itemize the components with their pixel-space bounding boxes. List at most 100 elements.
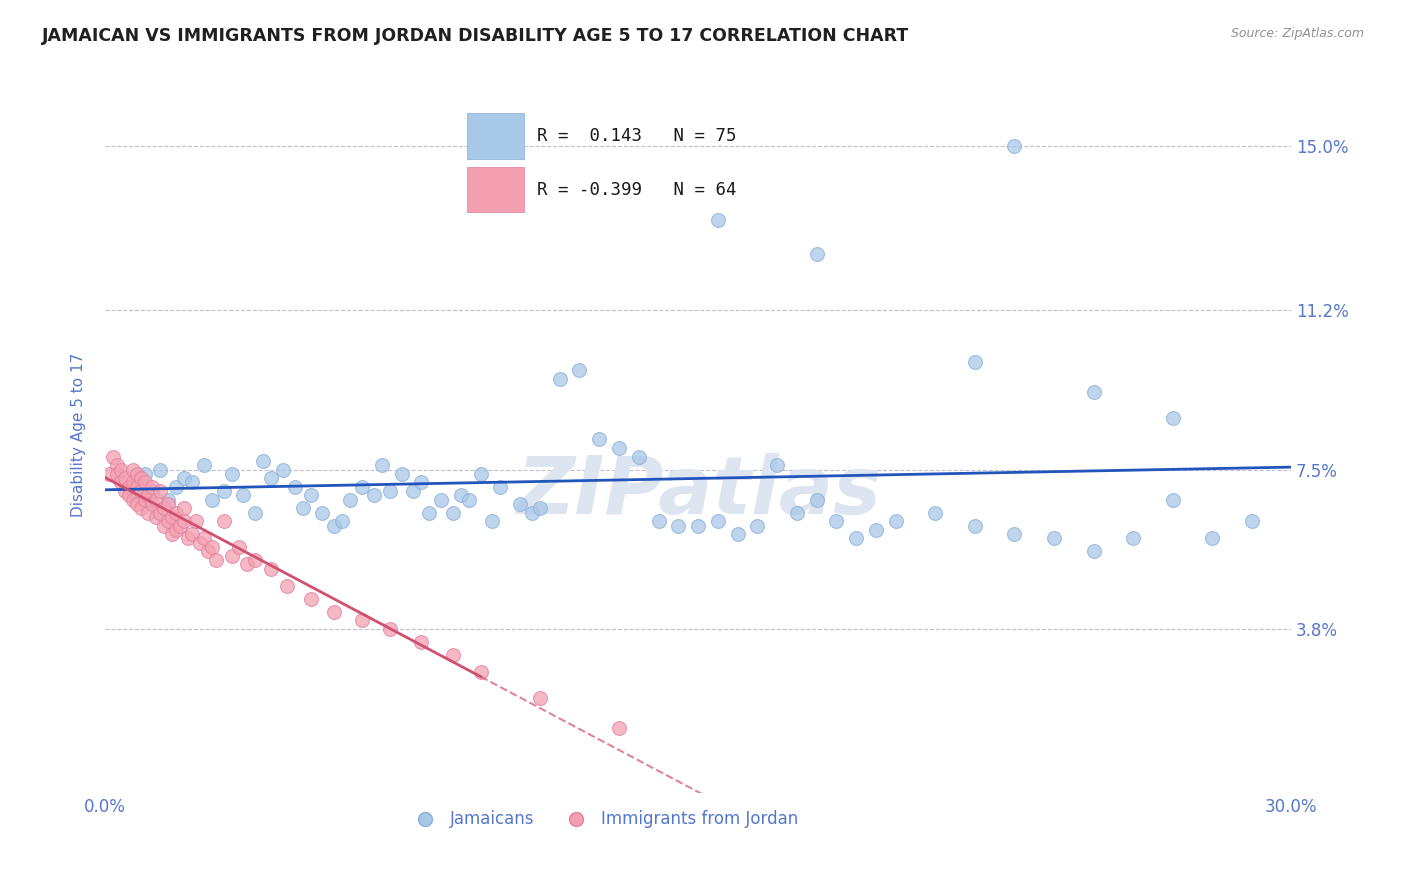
Point [666,518,689,533]
Point [149,506,172,520]
Point [129,484,152,499]
Point [165,480,187,494]
Point [1083,544,1105,558]
Point [865,523,887,537]
Point [330,514,353,528]
Point [114,484,136,499]
Point [169,518,191,533]
Point [221,467,243,481]
Point [118,480,141,494]
Point [707,514,730,528]
Point [188,535,211,549]
Point [766,458,789,473]
Point [441,506,464,520]
Point [125,488,148,502]
Text: JAMAICAN VS IMMIGRANTS FROM JORDAN DISABILITY AGE 5 TO 17 CORRELATION CHART: JAMAICAN VS IMMIGRANTS FROM JORDAN DISAB… [42,27,910,45]
Point [157,492,180,507]
Point [529,501,551,516]
Point [201,540,224,554]
Point [121,462,143,476]
Point [260,561,283,575]
Point [236,558,259,572]
Point [160,509,183,524]
Point [125,467,148,481]
Point [212,514,235,528]
Point [688,518,710,533]
Point [457,492,479,507]
Point [284,480,307,494]
Point [105,467,128,481]
Point [157,514,180,528]
Point [627,450,650,464]
Point [97,467,120,481]
Point [134,492,156,507]
Point [806,492,828,507]
Point [350,613,373,627]
Point [963,518,986,533]
Point [105,458,128,473]
Point [177,532,200,546]
Point [232,488,254,502]
Point [441,648,464,662]
Point [181,475,204,490]
Point [548,372,571,386]
Point [727,527,749,541]
Point [607,721,630,735]
Point [121,475,143,490]
Point [363,488,385,502]
Point [489,480,512,494]
Point [845,532,868,546]
Point [228,540,250,554]
Point [481,514,503,528]
Point [114,471,136,485]
Point [193,532,215,546]
Point [1002,139,1025,153]
Point [118,488,141,502]
Point [391,467,413,481]
Point [129,471,152,485]
Legend: Jamaicans, Immigrants from Jordan: Jamaicans, Immigrants from Jordan [402,803,804,834]
Point [173,501,195,516]
Point [1240,514,1263,528]
Text: ZIPatlas: ZIPatlas [516,453,880,532]
Point [1002,527,1025,541]
Point [129,501,152,516]
Point [271,462,294,476]
Point [411,475,433,490]
Point [110,462,132,476]
Point [193,458,215,473]
Point [141,497,163,511]
Point [323,605,346,619]
Point [1122,532,1144,546]
Point [311,506,333,520]
Point [245,553,267,567]
Point [529,690,551,705]
Point [153,518,176,533]
Point [149,462,172,476]
Point [153,501,176,516]
Point [197,544,219,558]
Point [707,212,730,227]
Point [184,514,207,528]
Point [110,475,132,490]
Point [260,471,283,485]
Point [747,518,769,533]
Point [884,514,907,528]
Point [201,492,224,507]
Point [160,527,183,541]
Point [568,363,591,377]
Point [138,488,160,502]
Point [165,506,187,520]
Point [806,247,828,261]
Point [145,509,167,524]
Point [411,635,433,649]
Point [323,518,346,533]
Point [252,454,274,468]
Point [173,471,195,485]
Point [450,488,472,502]
Point [339,492,361,507]
Point [145,492,167,507]
Point [588,433,610,447]
Point [1083,384,1105,399]
Point [378,484,401,499]
